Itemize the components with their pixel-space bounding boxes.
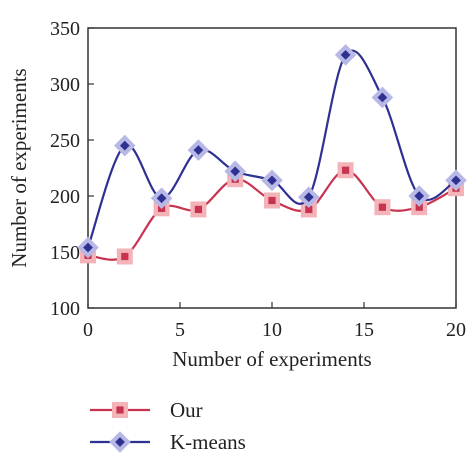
legend: Our K-means [90,398,246,454]
legend-item: Our [90,398,203,422]
y-tick-label: 350 [50,18,80,40]
data-point [451,175,461,186]
data-point [414,191,425,201]
data-point [268,196,276,205]
x-tick-label: 15 [354,319,374,341]
y-tick-label: 100 [50,298,80,320]
y-tick-label: 200 [50,186,80,208]
data-point [303,192,314,202]
data-point [377,92,388,103]
x-tick-label: 0 [83,319,93,341]
data-point [340,50,351,60]
data-point [156,193,167,204]
y-tick-label: 300 [50,74,80,96]
legend-item: K-means [90,430,246,454]
data-point [194,205,202,214]
y-axis-ticks: 100 150 200 250 300 350 [50,18,94,320]
series-line-k-means [86,49,457,248]
y-tick-label: 250 [50,130,80,152]
y-axis-title: Number of experiments [7,68,31,267]
legend-label: Our [170,398,203,422]
x-tick-label: 10 [262,319,282,341]
x-axis-title: Number of experiments [172,347,371,371]
data-point [342,166,350,174]
data-point [83,242,93,253]
legend-label: K-means [170,430,246,454]
data-point [415,203,423,211]
data-point [193,145,204,155]
data-point [267,175,277,186]
data-point [121,252,129,261]
series-layer [77,44,467,265]
x-tick-label: 5 [175,319,185,341]
x-tick-label: 20 [446,319,466,341]
data-point [119,140,130,151]
y-tick-label: 150 [50,242,80,264]
series-k-means [77,44,467,259]
legend-marker [115,437,125,447]
x-axis-ticks: 0 5 10 15 20 [83,302,466,341]
data-point [305,205,313,214]
legend-marker [116,406,124,414]
data-point [230,166,241,177]
data-point [378,203,386,211]
